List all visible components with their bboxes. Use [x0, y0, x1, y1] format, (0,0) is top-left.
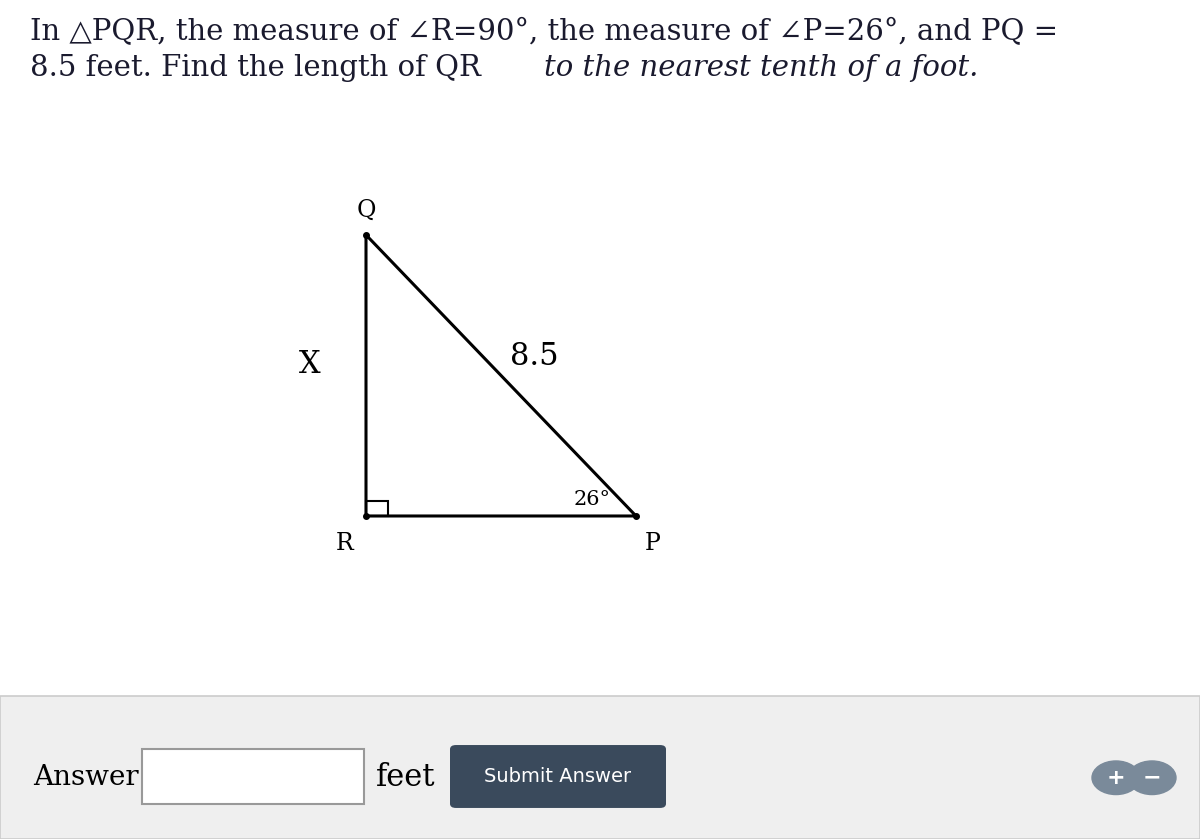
- Text: −: −: [1142, 768, 1162, 788]
- Text: P: P: [644, 532, 660, 555]
- Text: X: X: [299, 350, 320, 380]
- Text: 8.5: 8.5: [510, 341, 558, 372]
- Text: feet: feet: [376, 763, 436, 793]
- Text: Q: Q: [356, 200, 376, 222]
- Circle shape: [1128, 761, 1176, 795]
- Bar: [0, 696, 1200, 839]
- Text: Submit Answer: Submit Answer: [485, 767, 631, 786]
- Text: 26°: 26°: [574, 490, 610, 508]
- Text: 8.5 feet. Find the length of QR: 8.5 feet. Find the length of QR: [30, 54, 491, 81]
- Bar: [366, 501, 388, 516]
- Text: to the nearest tenth of a foot.: to the nearest tenth of a foot.: [544, 54, 978, 81]
- Text: In △PQR, the measure of ∠R=90°, the measure of ∠P=26°, and PQ =: In △PQR, the measure of ∠R=90°, the meas…: [30, 17, 1058, 44]
- Circle shape: [1092, 761, 1140, 795]
- Bar: [142, 749, 364, 804]
- Text: +: +: [1106, 768, 1126, 788]
- FancyBboxPatch shape: [450, 745, 666, 808]
- Text: R: R: [336, 532, 353, 555]
- Text: Answer:: Answer:: [34, 764, 149, 791]
